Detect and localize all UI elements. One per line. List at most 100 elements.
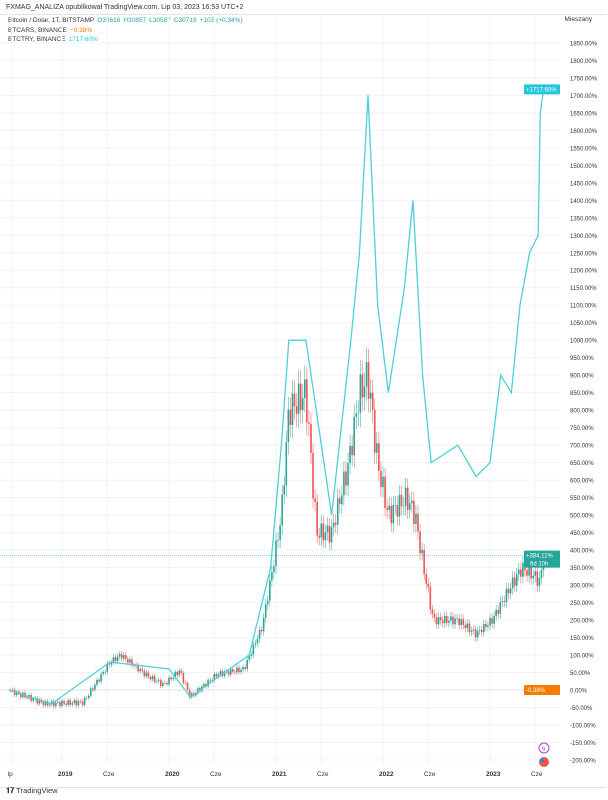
candle bbox=[116, 656, 119, 661]
candle bbox=[250, 654, 253, 657]
candle bbox=[470, 630, 473, 632]
candle bbox=[151, 675, 154, 680]
candle bbox=[304, 379, 306, 399]
candle bbox=[240, 669, 242, 673]
tradingview-logo[interactable]: 𝟏𝟕 TradingView bbox=[6, 786, 58, 795]
candle bbox=[373, 409, 376, 453]
btctry-last-label: +1717.60% bbox=[526, 87, 557, 93]
x-tick-label: Cze bbox=[210, 771, 222, 778]
y-tick-label: 250.00% bbox=[570, 601, 594, 607]
candle bbox=[129, 659, 131, 663]
candle bbox=[176, 671, 179, 676]
flag-canton bbox=[540, 759, 544, 762]
legend-main-symbol: Bitcoin / Dolar, 1T, BITSTAMP bbox=[8, 17, 95, 24]
event-lightning-icon bbox=[538, 742, 550, 754]
candle bbox=[526, 570, 528, 576]
candle bbox=[458, 618, 460, 626]
candle bbox=[363, 386, 366, 398]
candle bbox=[271, 572, 273, 581]
candle bbox=[439, 617, 442, 621]
candle bbox=[415, 513, 417, 524]
candle bbox=[501, 601, 504, 603]
candle bbox=[112, 657, 115, 663]
candle bbox=[85, 697, 88, 699]
candle bbox=[431, 609, 434, 614]
candle bbox=[213, 673, 216, 681]
legend-btcars[interactable]: BTCARS, BINANCE −0.38% bbox=[8, 27, 95, 34]
candle bbox=[306, 379, 308, 423]
candle bbox=[538, 577, 541, 586]
candle bbox=[353, 416, 355, 456]
candle bbox=[301, 398, 304, 411]
candle bbox=[248, 656, 251, 660]
candle bbox=[147, 672, 150, 677]
candle bbox=[207, 679, 209, 687]
brand-text: TradingView bbox=[16, 786, 58, 795]
candle bbox=[324, 532, 327, 541]
candle bbox=[355, 413, 358, 417]
candle bbox=[153, 675, 156, 682]
candle bbox=[36, 698, 39, 704]
y-tick-label: 400.00% bbox=[570, 549, 594, 555]
legend-close: C30719 bbox=[173, 17, 197, 24]
x-tick-label: lp bbox=[8, 771, 13, 778]
candle bbox=[478, 630, 481, 631]
legend-btctry-value: 1717.60% bbox=[68, 36, 98, 43]
candle bbox=[279, 525, 281, 540]
y-tick-label: 500.00% bbox=[570, 514, 594, 520]
candle bbox=[48, 704, 51, 706]
candle bbox=[149, 676, 152, 680]
y-tick-label: 1050.00% bbox=[570, 321, 598, 327]
legend-change: +103 (+0.34%) bbox=[199, 17, 243, 24]
candle bbox=[157, 679, 160, 682]
candle bbox=[320, 523, 323, 538]
candle bbox=[98, 679, 100, 682]
candle bbox=[118, 654, 121, 657]
candle bbox=[445, 616, 448, 623]
candle bbox=[417, 513, 419, 532]
candle bbox=[108, 663, 111, 665]
candle bbox=[388, 505, 390, 510]
legend-high: H30857 bbox=[123, 17, 147, 24]
candle bbox=[406, 487, 409, 510]
candle bbox=[145, 672, 148, 677]
legend-main[interactable]: Bitcoin / Dolar, 1T, BITSTAMP O30616 H3085… bbox=[8, 17, 246, 24]
candle bbox=[258, 629, 261, 639]
candle bbox=[361, 374, 364, 398]
legend-btcars-symbol: BTCARS, BINANCE bbox=[8, 27, 67, 34]
y-tick-label: 1650.00% bbox=[570, 111, 598, 117]
candle bbox=[106, 663, 109, 672]
candle bbox=[170, 677, 172, 680]
candle bbox=[357, 412, 360, 414]
y-tick-label: 350.00% bbox=[570, 566, 594, 572]
candle bbox=[443, 616, 446, 624]
y-tick-label: 1500.00% bbox=[570, 164, 598, 170]
y-tick-label: 1200.00% bbox=[570, 269, 598, 275]
candle bbox=[227, 671, 230, 675]
chart-frame bbox=[0, 14, 606, 788]
legend-btctry[interactable]: BTCTRY, BINANCE 1717.60% bbox=[8, 36, 101, 43]
candle bbox=[343, 471, 345, 496]
y-tick-label: -150.00% bbox=[570, 741, 596, 747]
y-tick-label: 150.00% bbox=[570, 636, 594, 642]
y-tick-label: -100.00% bbox=[570, 723, 596, 729]
candle bbox=[441, 620, 444, 624]
candle bbox=[341, 495, 343, 505]
legend-low: L30587 bbox=[149, 17, 171, 24]
candle bbox=[50, 701, 53, 705]
candle bbox=[42, 702, 45, 706]
candle bbox=[61, 700, 63, 707]
candle bbox=[423, 550, 425, 575]
candle bbox=[67, 700, 69, 705]
candle bbox=[386, 507, 388, 510]
candle bbox=[87, 695, 90, 699]
candle bbox=[480, 630, 483, 633]
scale-mode[interactable]: Mieszany bbox=[564, 16, 592, 23]
y-tick-label: 950.00% bbox=[570, 356, 594, 362]
candle bbox=[262, 617, 265, 632]
candle bbox=[287, 409, 290, 443]
candle bbox=[359, 374, 362, 413]
candle bbox=[392, 505, 395, 524]
candle bbox=[419, 531, 421, 554]
